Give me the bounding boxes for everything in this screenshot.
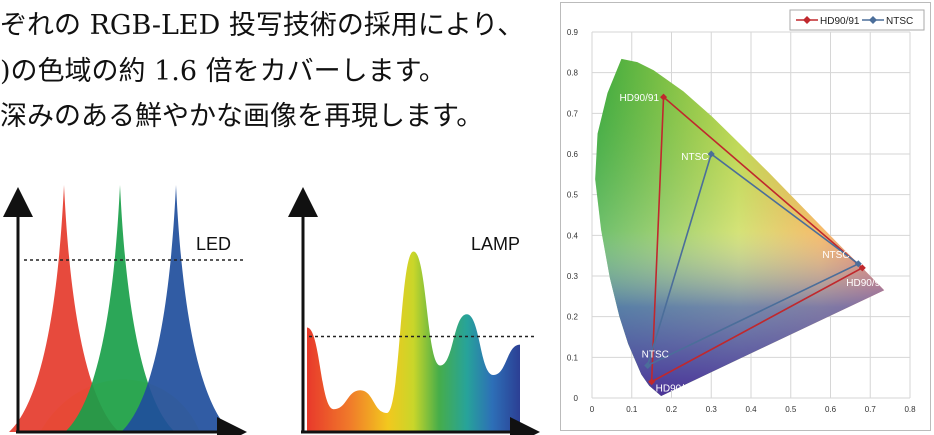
cie-ytick-label: 0.4 bbox=[567, 231, 579, 240]
cie-annotations: HD90/91 NTSC NTSC HD90/91 NTSC HD90/91 bbox=[620, 93, 887, 395]
cie-series-hd90 bbox=[650, 95, 864, 383]
cie-point bbox=[858, 264, 866, 272]
text-line-1: ぞれの RGB-LED 投写技術の採用により、 bbox=[0, 10, 525, 41]
cie-ytick-label: 0.8 bbox=[567, 69, 579, 78]
cie-ytick-label: 0.6 bbox=[567, 150, 579, 159]
cie-annotation: NTSC bbox=[681, 152, 708, 163]
cie-ticks: 0 0.1 0.2 0.3 0.4 0.5 0.6 0.7 0.8 0 0.1 0.2 0.3 0.4 0.… bbox=[567, 28, 916, 414]
cie-series bbox=[644, 93, 866, 386]
cie-gamut-chart: 0 0.1 0.2 0.3 0.4 0.5 0.6 0.7 0.8 0 0.1 0.2 0.3 0.4 0.… bbox=[560, 2, 931, 431]
lamp-title: LAMP bbox=[471, 234, 520, 254]
cie-xtick-label: 0.3 bbox=[706, 405, 718, 414]
led-title: LED bbox=[196, 234, 231, 254]
cie-ytick-label: 0.2 bbox=[567, 313, 579, 322]
cie-annotation: HD90/91 bbox=[620, 93, 660, 104]
cie-xtick-label: 0.5 bbox=[785, 405, 797, 414]
legend-ntsc: NTSC bbox=[886, 16, 913, 27]
cie-annotation: NTSC bbox=[822, 250, 849, 261]
cie-xtick-label: 0.6 bbox=[825, 405, 837, 414]
led-peaks bbox=[9, 185, 231, 432]
cie-point bbox=[660, 93, 668, 101]
lamp-spectrum-area bbox=[307, 251, 520, 432]
cie-xtick-label: 0.8 bbox=[904, 405, 916, 414]
cie-xtick-label: 0.7 bbox=[865, 405, 877, 414]
cie-annotation: HD90/91 bbox=[846, 278, 886, 289]
cie-point bbox=[707, 150, 715, 158]
cie-xtick-label: 0.2 bbox=[666, 405, 678, 414]
cie-ytick-label: 0.5 bbox=[567, 191, 579, 200]
text-line-2: )の色域の約 1.6 倍をカバーします。 bbox=[0, 56, 446, 87]
cie-ytick-label: 0.1 bbox=[567, 353, 579, 362]
cie-point bbox=[644, 361, 652, 369]
cie-legend: HD90/91 NTSC bbox=[789, 9, 925, 31]
cie-xtick-label: 0 bbox=[590, 405, 595, 414]
cie-ytick-label: 0.9 bbox=[567, 28, 579, 37]
cie-annotation: HD90/91 bbox=[656, 384, 696, 395]
led-peak-3 bbox=[121, 185, 231, 432]
led-spectrum-chart: LED bbox=[2, 185, 247, 435]
lamp-spectrum-chart: LAMP bbox=[288, 187, 540, 435]
cie-ytick-label: 0.3 bbox=[567, 272, 579, 281]
cie-xtick-label: 0.1 bbox=[626, 405, 638, 414]
cie-ytick-label: 0 bbox=[574, 394, 579, 403]
cie-xtick-label: 0.4 bbox=[745, 405, 757, 414]
led-peak-2 bbox=[65, 185, 175, 432]
cie-ytick-label: 0.7 bbox=[567, 109, 579, 118]
cie-point bbox=[648, 378, 656, 386]
text-line-3: 深みのある鮮やかな画像を再現します。 bbox=[0, 101, 484, 132]
cie-annotation: NTSC bbox=[642, 349, 669, 360]
led-peak-1 bbox=[9, 185, 119, 432]
cie-point bbox=[854, 260, 862, 268]
cie-series-ntsc bbox=[646, 152, 860, 367]
legend-hd90: HD90/91 bbox=[820, 16, 860, 27]
